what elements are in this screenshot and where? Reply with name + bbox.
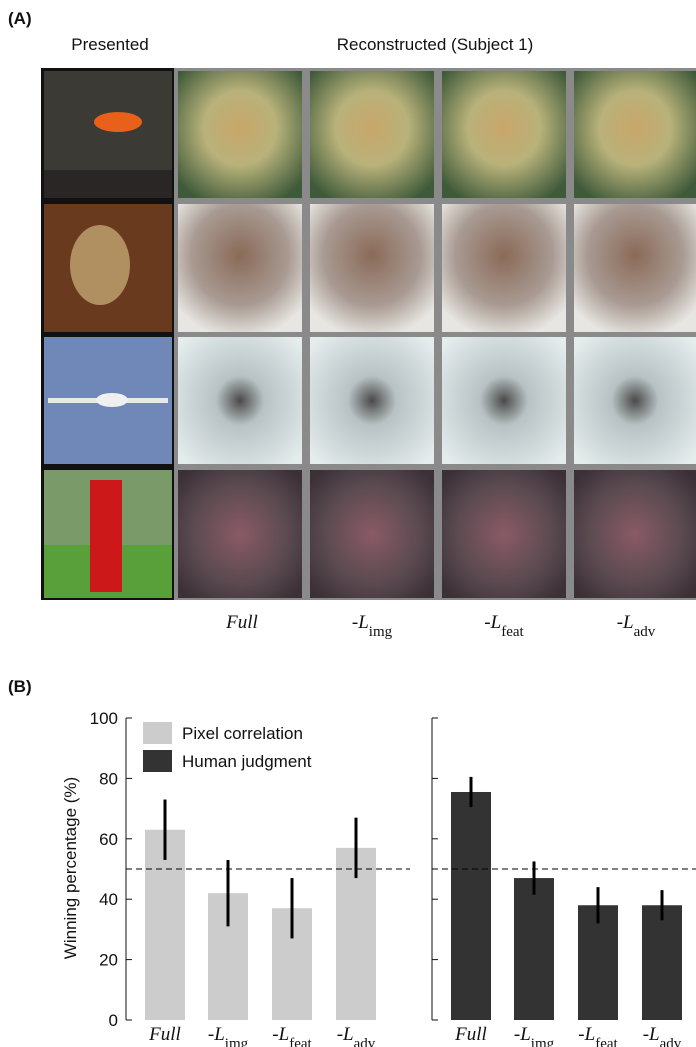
reconstruction (442, 337, 566, 464)
legend-label: Human judgment (182, 752, 312, 771)
reconstruction (574, 71, 696, 198)
bar (451, 792, 491, 1020)
y-tick-label: 80 (99, 769, 118, 788)
category-text: -L (617, 612, 634, 633)
category-text: Full (225, 612, 258, 633)
image-detail (96, 393, 128, 407)
category-subscript: img (531, 1036, 555, 1047)
reconstruction (310, 71, 434, 198)
reconstruction (442, 470, 566, 598)
reconstruction (178, 337, 302, 464)
category-subscript: adv (634, 624, 656, 640)
image-detail (94, 112, 142, 132)
category-subscript: adv (660, 1036, 682, 1047)
legend-label: Pixel correlation (182, 724, 303, 743)
reconstruction (574, 204, 696, 332)
category-text: -L (514, 1024, 531, 1045)
column-heading: Presented (71, 35, 149, 54)
reconstruction (574, 470, 696, 598)
category-label: -Ladv (617, 612, 656, 640)
category-subscript: feat (501, 624, 524, 640)
bar (642, 905, 682, 1020)
category-subscript: feat (289, 1036, 312, 1047)
category-label: -Limg (352, 612, 393, 640)
column-heading: Reconstructed (Subject 1) (337, 35, 534, 54)
reconstruction (178, 71, 302, 198)
category-label: -Ladv (643, 1024, 682, 1047)
y-tick-label: 60 (99, 830, 118, 849)
panel-label: (B) (8, 677, 32, 696)
y-tick-label: 20 (99, 951, 118, 970)
category-label: -Lfeat (272, 1024, 312, 1047)
category-text: -L (337, 1024, 354, 1045)
reconstruction (442, 71, 566, 198)
reconstruction (310, 470, 434, 598)
reconstruction (178, 470, 302, 598)
bar (514, 878, 554, 1020)
y-tick-label: 100 (90, 709, 118, 728)
category-subscript: img (225, 1036, 249, 1047)
category-subscript: img (369, 624, 393, 640)
category-text: -L (208, 1024, 225, 1045)
y-tick-label: 40 (99, 890, 118, 909)
image-detail (90, 480, 122, 592)
category-text: -L (643, 1024, 660, 1045)
category-subscript: adv (354, 1036, 376, 1047)
category-text: -L (272, 1024, 289, 1045)
category-text: -L (578, 1024, 595, 1045)
category-label: Full (454, 1024, 487, 1045)
category-label: -Ladv (337, 1024, 376, 1047)
category-label: -Limg (514, 1024, 555, 1047)
category-label: Full (225, 612, 258, 633)
panel-label: (A) (8, 9, 32, 28)
category-label: -Limg (208, 1024, 249, 1047)
category-subscript: feat (595, 1036, 618, 1047)
image-detail (70, 225, 130, 305)
reconstruction (310, 337, 434, 464)
figure: (A) Presented Reconstructed (Subject 1) … (0, 0, 696, 1047)
panel-a: (A) Presented Reconstructed (Subject 1) (8, 9, 696, 600)
reconstruction (442, 204, 566, 332)
category-text: -L (484, 612, 501, 633)
reconstruction (178, 204, 302, 332)
category-text: -L (352, 612, 369, 633)
y-axis-label: Winning percentage (%) (61, 777, 80, 959)
category-label: -Lfeat (578, 1024, 618, 1047)
reconstruction (310, 204, 434, 332)
reconstruction (574, 337, 696, 464)
category-text: Full (454, 1024, 487, 1045)
image-detail (44, 170, 172, 198)
category-label: Full (148, 1024, 181, 1045)
legend-swatch (143, 750, 172, 772)
y-tick-label: 0 (109, 1011, 118, 1030)
legend-swatch (143, 722, 172, 744)
category-label: -Lfeat (484, 612, 524, 640)
category-text: Full (148, 1024, 181, 1045)
